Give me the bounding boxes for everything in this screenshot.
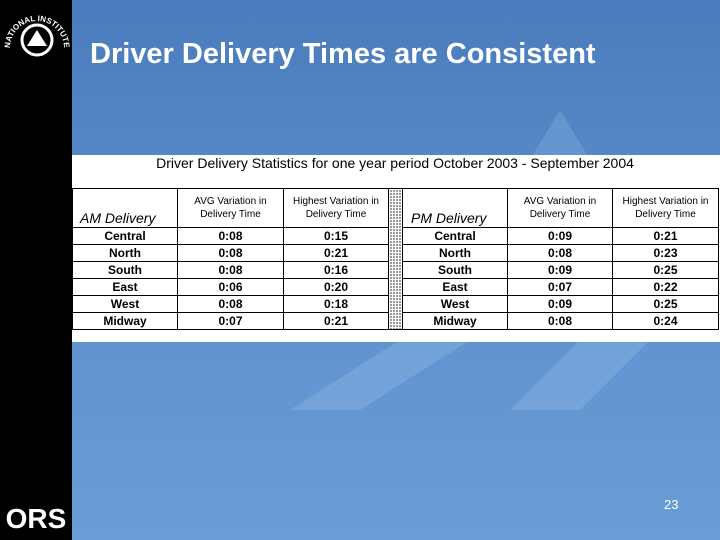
header-line: AVG Variation in xyxy=(194,196,267,207)
time-cell: 0:06 xyxy=(177,278,284,296)
region-cell: Midway xyxy=(402,312,508,330)
time-cell: 0:23 xyxy=(612,244,719,262)
time-cell: 0:08 xyxy=(177,244,284,262)
header-line: Delivery Time xyxy=(635,209,696,220)
region-cell: East xyxy=(402,278,508,296)
region-cell: North xyxy=(402,244,508,262)
header-cell: AVG Variation in Delivery Time xyxy=(177,188,284,228)
header-cell: Highest Variation in Delivery Time xyxy=(612,188,719,228)
bg-stripe xyxy=(290,340,470,410)
time-cell: 0:18 xyxy=(283,295,389,313)
header-line: AVG Variation in xyxy=(523,196,597,207)
data-row: Midway 0:07 0:21 Midway 0:08 0:24 xyxy=(72,312,719,330)
stats-table: AM Delivery AVG Variation in Delivery Time… xyxy=(72,188,719,330)
time-cell: 0:07 xyxy=(507,278,613,296)
region-cell: West xyxy=(402,295,508,313)
bg-stripe xyxy=(510,340,650,410)
page-number: 23 xyxy=(664,497,679,512)
region-cell: South xyxy=(402,261,508,279)
time-cell: 0:22 xyxy=(612,278,719,296)
time-cell: 0:20 xyxy=(283,278,389,296)
logo-circle xyxy=(20,23,54,57)
logo-mark xyxy=(27,30,47,46)
time-cell: 0:21 xyxy=(612,227,719,245)
time-cell: 0:15 xyxy=(283,227,389,245)
time-cell: 0:16 xyxy=(283,261,389,279)
region-cell: East xyxy=(72,278,178,296)
header-line: AM Delivery xyxy=(80,210,156,226)
region-cell: Midway xyxy=(72,312,178,330)
separator xyxy=(388,188,403,330)
header-line: Delivery Time xyxy=(200,209,261,220)
logo-org: ORS xyxy=(6,503,67,534)
region-cell: North xyxy=(72,244,178,262)
data-row: South 0:08 0:16 South 0:09 0:25 xyxy=(72,261,719,279)
time-cell: 0:07 xyxy=(177,312,284,330)
table-title: Driver Delivery Statistics for one year … xyxy=(156,155,634,171)
header-cell: PM Delivery xyxy=(402,188,508,228)
time-cell: 0:08 xyxy=(177,261,284,279)
time-cell: 0:25 xyxy=(612,261,719,279)
region-cell: Central xyxy=(402,227,508,245)
time-cell: 0:08 xyxy=(507,312,613,330)
header-cell: AVG Variation in Delivery Time xyxy=(507,188,613,228)
region-cell: West xyxy=(72,295,178,313)
time-cell: 0:08 xyxy=(507,244,613,262)
data-row: North 0:08 0:21 North 0:08 0:23 xyxy=(72,244,719,262)
header-line: PM Delivery xyxy=(411,210,487,226)
header-cell: AM Delivery xyxy=(72,188,178,228)
time-cell: 0:09 xyxy=(507,295,613,313)
time-cell: 0:25 xyxy=(612,295,719,313)
header-line: Delivery Time xyxy=(305,209,367,220)
logo: NATIONAL INSTITUTES OF HEALTH ORS xyxy=(0,0,71,534)
header-line: Delivery Time xyxy=(529,209,591,220)
header-row: AM Delivery AVG Variation in Delivery Time… xyxy=(72,188,719,330)
time-cell: 0:24 xyxy=(612,312,719,330)
time-cell: 0:21 xyxy=(283,312,389,330)
time-cell: 0:21 xyxy=(283,244,389,262)
time-cell: 0:09 xyxy=(507,261,613,279)
data-row: East 0:06 0:20 East 0:07 0:22 xyxy=(72,278,719,296)
region-cell: Central xyxy=(72,227,178,245)
header-cell: Highest Variation in Delivery Time xyxy=(283,188,389,228)
time-cell: 0:09 xyxy=(507,227,613,245)
header-line: Highest Variation in xyxy=(622,196,709,207)
region-cell: South xyxy=(72,261,178,279)
header-line: Highest Variation in xyxy=(293,196,379,207)
time-cell: 0:08 xyxy=(177,227,284,245)
slide-title: Driver Delivery Times are Consistent xyxy=(90,38,596,70)
sidebar: NATIONAL INSTITUTES OF HEALTH ORS xyxy=(0,0,72,540)
time-cell: 0:08 xyxy=(177,295,284,313)
